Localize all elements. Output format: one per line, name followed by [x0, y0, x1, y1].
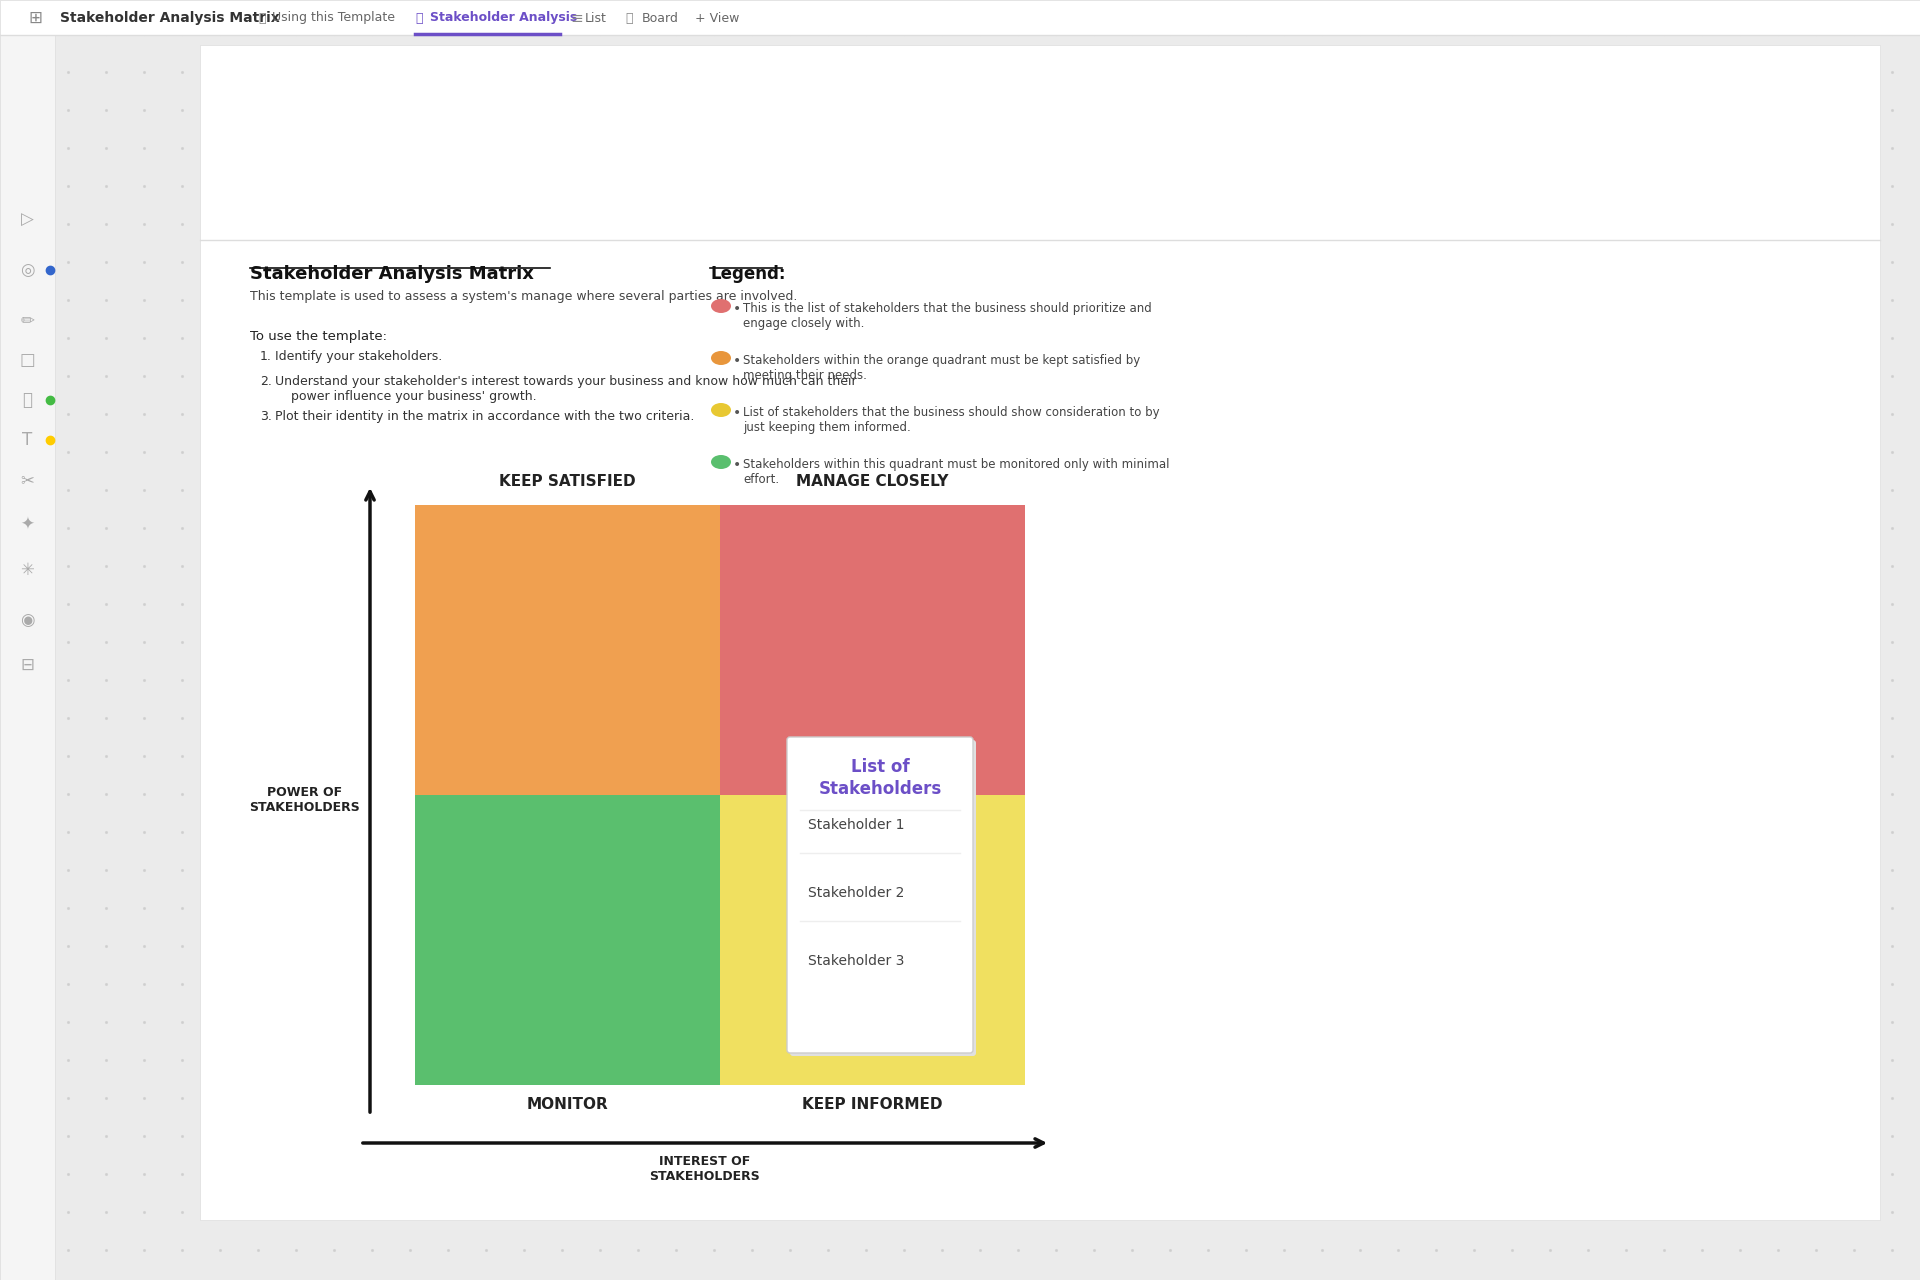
Text: List of
Stakeholders: List of Stakeholders: [818, 758, 941, 799]
Text: •: •: [733, 355, 741, 369]
FancyBboxPatch shape: [789, 740, 975, 1056]
Text: 🖊: 🖊: [21, 390, 33, 410]
Text: •: •: [733, 458, 741, 472]
Text: ✂: ✂: [19, 471, 35, 489]
Text: This is the list of stakeholders that the business should prioritize and
engage : This is the list of stakeholders that th…: [743, 302, 1152, 330]
Text: •: •: [733, 406, 741, 420]
Text: This template is used to assess a system's manage where several parties are invo: This template is used to assess a system…: [250, 291, 797, 303]
Text: 3.: 3.: [259, 410, 273, 422]
Text: To use the template:: To use the template:: [250, 330, 388, 343]
Text: Stakeholder 2: Stakeholder 2: [808, 886, 904, 900]
Bar: [200, 45, 1880, 1220]
Text: T: T: [21, 431, 33, 449]
Text: ✳: ✳: [19, 561, 35, 579]
Text: 2.: 2.: [259, 375, 273, 388]
Text: ▷: ▷: [21, 211, 33, 229]
Text: Using this Template: Using this Template: [273, 12, 396, 24]
Text: □: □: [19, 351, 35, 369]
Text: Legend:: Legend:: [710, 265, 785, 283]
Text: + View: + View: [695, 12, 739, 24]
Text: 📊: 📊: [415, 12, 422, 24]
Text: Identify your stakeholders.: Identify your stakeholders.: [275, 349, 442, 364]
Ellipse shape: [710, 351, 732, 365]
Text: ⊟: ⊟: [19, 655, 35, 675]
Text: ⬜: ⬜: [626, 12, 632, 24]
Text: ✏: ✏: [19, 311, 35, 329]
Text: INTEREST OF
STAKEHOLDERS: INTEREST OF STAKEHOLDERS: [649, 1155, 760, 1183]
Ellipse shape: [710, 454, 732, 468]
Text: Plot their identity in the matrix in accordance with the two criteria.: Plot their identity in the matrix in acc…: [275, 410, 695, 422]
Ellipse shape: [710, 300, 732, 314]
Text: Understand your stakeholder's interest towards your business and know how much c: Understand your stakeholder's interest t…: [275, 375, 856, 403]
FancyBboxPatch shape: [787, 737, 973, 1053]
Text: ⊞: ⊞: [29, 9, 42, 27]
Text: KEEP SATISFIED: KEEP SATISFIED: [499, 474, 636, 489]
Text: Stakeholder 3: Stakeholder 3: [808, 954, 904, 968]
Text: Stakeholders within this quadrant must be monitored only with minimal
effort.: Stakeholders within this quadrant must b…: [743, 458, 1169, 486]
Text: 🗋: 🗋: [257, 12, 265, 24]
Bar: [0, 35, 56, 1280]
Text: List: List: [586, 12, 607, 24]
Text: KEEP INFORMED: KEEP INFORMED: [803, 1097, 943, 1112]
Text: MONITOR: MONITOR: [526, 1097, 609, 1112]
Text: Stakeholder Analysis Matrix: Stakeholder Analysis Matrix: [250, 265, 534, 283]
Text: Stakeholders within the orange quadrant must be kept satisfied by
meeting their : Stakeholders within the orange quadrant …: [743, 355, 1140, 381]
Text: Stakeholder Analysis: Stakeholder Analysis: [430, 12, 578, 24]
Text: ◉: ◉: [19, 611, 35, 628]
Bar: [720, 795, 1025, 1085]
Text: ≡: ≡: [570, 10, 584, 26]
Bar: [415, 506, 720, 795]
Bar: [415, 795, 720, 1085]
Bar: [0, 0, 1920, 35]
Text: Board: Board: [641, 12, 680, 24]
Text: ◎: ◎: [19, 261, 35, 279]
Text: Stakeholder 1: Stakeholder 1: [808, 818, 904, 832]
Text: POWER OF
STAKEHOLDERS: POWER OF STAKEHOLDERS: [250, 786, 361, 814]
Text: ✦: ✦: [19, 516, 35, 534]
Text: MANAGE CLOSELY: MANAGE CLOSELY: [797, 474, 948, 489]
Text: List of stakeholders that the business should show consideration to by
just keep: List of stakeholders that the business s…: [743, 406, 1160, 434]
Ellipse shape: [710, 403, 732, 417]
Text: Stakeholder Analysis Matrix: Stakeholder Analysis Matrix: [60, 12, 280, 26]
Bar: [720, 506, 1025, 795]
Text: •: •: [733, 302, 741, 316]
Text: 1.: 1.: [259, 349, 273, 364]
